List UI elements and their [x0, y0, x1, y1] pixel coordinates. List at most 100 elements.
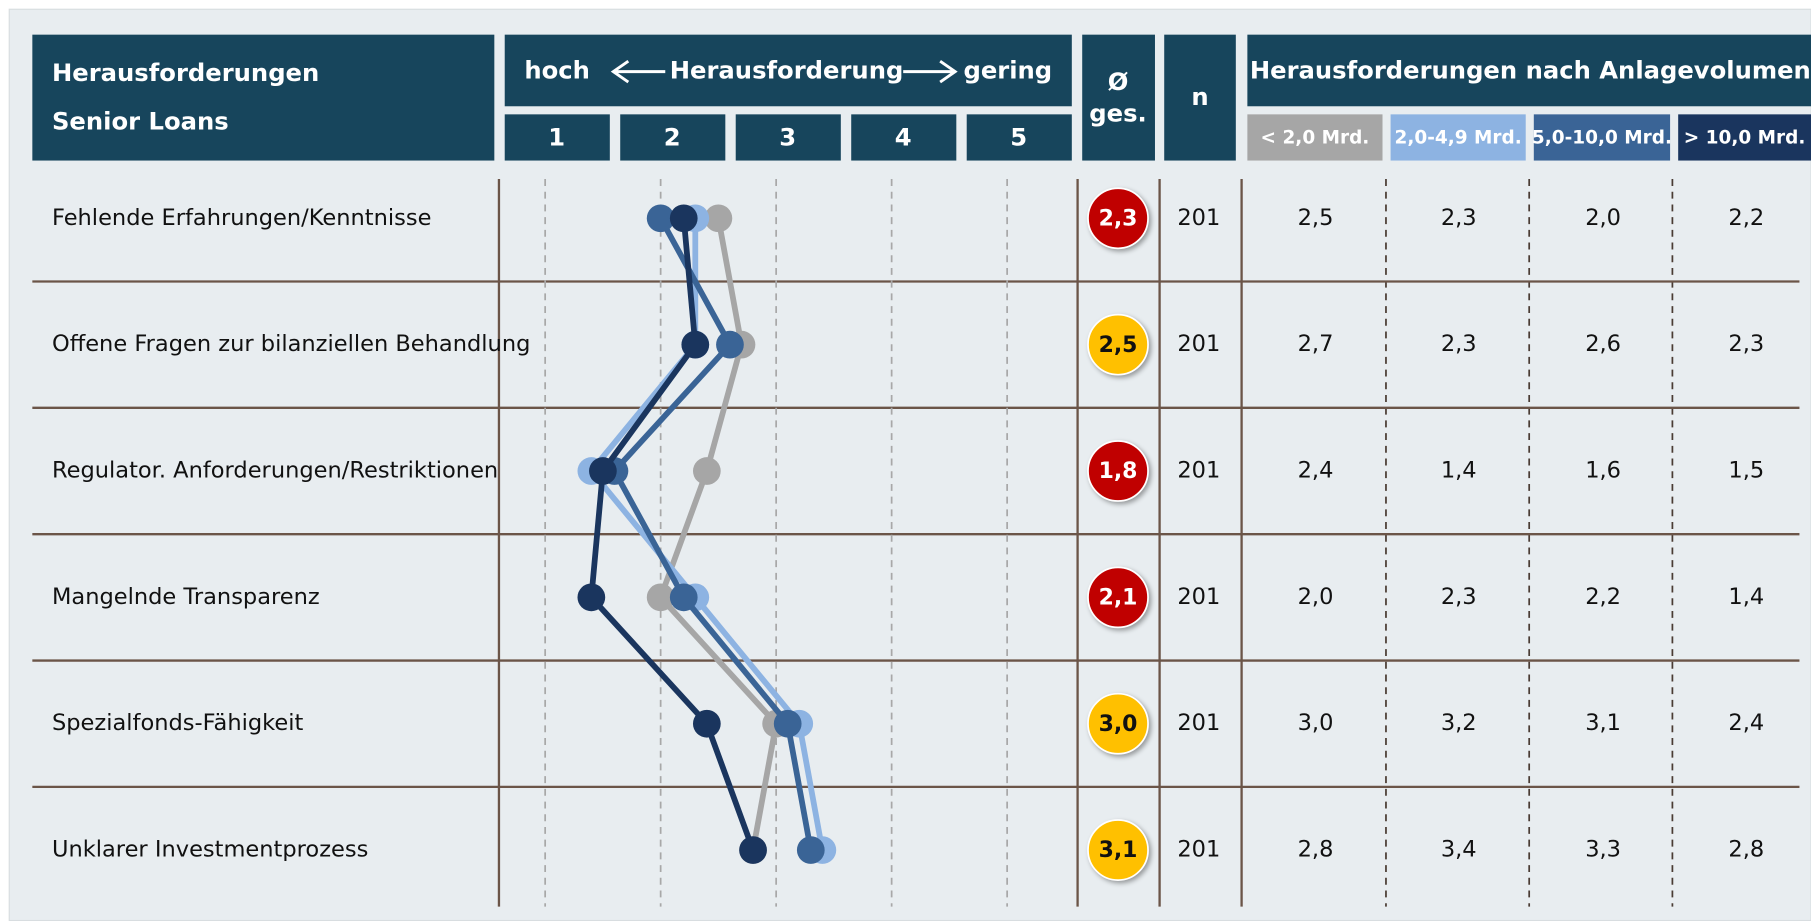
row-label: Offene Fragen zur bilanziellen Behandlun…	[52, 331, 530, 357]
tick-box	[966, 114, 1072, 161]
tick-box	[851, 114, 957, 161]
average-bubble	[1087, 819, 1149, 881]
x-tick-label: 4	[895, 123, 912, 152]
row-label: Regulator. Anforderungen/Restriktionen	[52, 458, 498, 484]
column-separators	[1385, 179, 1674, 907]
n-value: 201	[1177, 331, 1220, 357]
table-value: 2,3	[1441, 331, 1477, 357]
legend-label: < 2,0 Mrd.	[1261, 128, 1370, 149]
table-value: 2,8	[1298, 837, 1334, 863]
average-bubble	[1087, 566, 1149, 629]
series-dot	[669, 204, 698, 233]
table-value: 3,0	[1298, 710, 1334, 736]
table-value: 2,6	[1585, 331, 1621, 357]
n-value: 201	[1177, 837, 1220, 863]
table-value: 2,8	[1728, 837, 1764, 863]
title: Herausforderungen	[52, 58, 319, 87]
average-bubble	[1087, 313, 1149, 376]
average-bubble	[1087, 187, 1149, 250]
header-box	[1082, 34, 1155, 161]
scale-high: gering	[963, 56, 1052, 85]
tick-box	[620, 114, 726, 161]
series-dot	[669, 583, 698, 612]
series-dot	[577, 583, 606, 612]
table-value: 2,3	[1728, 331, 1764, 357]
table-value: 2,0	[1298, 584, 1334, 610]
series-line	[611, 216, 814, 851]
table-value: 3,3	[1585, 837, 1621, 863]
series-dot	[716, 330, 744, 359]
legend-box	[1678, 114, 1811, 161]
table-value: 2,7	[1298, 331, 1334, 357]
average-label: 2,1	[1099, 586, 1138, 611]
series-dot	[589, 457, 617, 485]
n-value: 201	[1177, 584, 1220, 610]
tick-box	[735, 114, 841, 161]
table-value: 2,5	[1298, 205, 1334, 231]
series-dot	[646, 583, 675, 612]
table-value: 2,4	[1298, 458, 1334, 484]
series-line	[657, 217, 780, 851]
arrow-right	[903, 60, 958, 84]
table-value: 3,1	[1585, 710, 1621, 736]
series-dot	[646, 204, 675, 233]
x-tick-label: 1	[548, 123, 565, 152]
scale-title: Herausforderung	[670, 56, 904, 85]
average-header: Ø	[1108, 67, 1129, 96]
row-label: Fehlende Erfahrungen/Kenntnisse	[52, 205, 432, 231]
legend-box	[1533, 114, 1671, 161]
row-label: Unklarer Investmentprozess	[52, 837, 368, 863]
frame	[497, 179, 1243, 907]
series-dot	[681, 330, 710, 359]
n-value: 201	[1177, 458, 1220, 484]
table-value: 1,5	[1728, 458, 1764, 484]
series-dot	[704, 204, 733, 233]
series-dot	[692, 457, 721, 485]
table-value: 2,4	[1728, 710, 1764, 736]
series-dot	[796, 836, 825, 864]
n-value: 201	[1177, 710, 1220, 736]
background	[8, 8, 1811, 921]
table-value: 2,2	[1585, 584, 1621, 610]
series-dot	[692, 709, 721, 738]
header-box	[1164, 34, 1236, 161]
average-label: 3,0	[1099, 712, 1138, 737]
legend-label: 5,0-10,0 Mrd.	[1532, 128, 1672, 149]
arrow-left	[610, 60, 666, 84]
table-value: 2,3	[1441, 205, 1477, 231]
average-label: 1,8	[1099, 459, 1138, 484]
table-value: 1,4	[1728, 584, 1764, 610]
average-label: 3,1	[1099, 838, 1138, 863]
table-value: 1,6	[1585, 458, 1621, 484]
legend-box	[1247, 114, 1383, 161]
table-value: 3,4	[1441, 837, 1477, 863]
header-box	[504, 34, 1072, 107]
average-label: 2,3	[1099, 206, 1138, 231]
table-value: 2,3	[1441, 584, 1477, 610]
legend-box	[1390, 114, 1526, 161]
title: Senior Loans	[52, 106, 229, 135]
header-box	[1247, 34, 1811, 107]
scale-low: hoch	[524, 56, 590, 85]
table-value: 2,2	[1728, 205, 1764, 231]
table-value: 3,2	[1441, 710, 1477, 736]
x-tick-label: 3	[779, 123, 796, 152]
tick-box	[504, 114, 610, 161]
legend-label: > 10,0 Mrd.	[1684, 128, 1806, 149]
series-dot	[739, 836, 767, 864]
average-bubble	[1087, 692, 1149, 755]
series-dot	[773, 709, 802, 738]
series-line	[588, 218, 756, 852]
x-tick-label: 2	[664, 123, 681, 152]
average-label: 2,5	[1099, 333, 1138, 358]
row-label: Spezialfonds-Fähigkeit	[52, 710, 304, 736]
group-title: Herausforderungen nach Anlagevolumen	[1250, 56, 1811, 85]
average-header: ges.	[1089, 98, 1146, 127]
n-header: n	[1191, 82, 1208, 111]
n-value: 201	[1177, 205, 1220, 231]
legend-label: 2,0-4,9 Mrd.	[1395, 128, 1522, 149]
row-label: Mangelnde Transparenz	[52, 584, 320, 610]
header-box	[32, 34, 495, 161]
